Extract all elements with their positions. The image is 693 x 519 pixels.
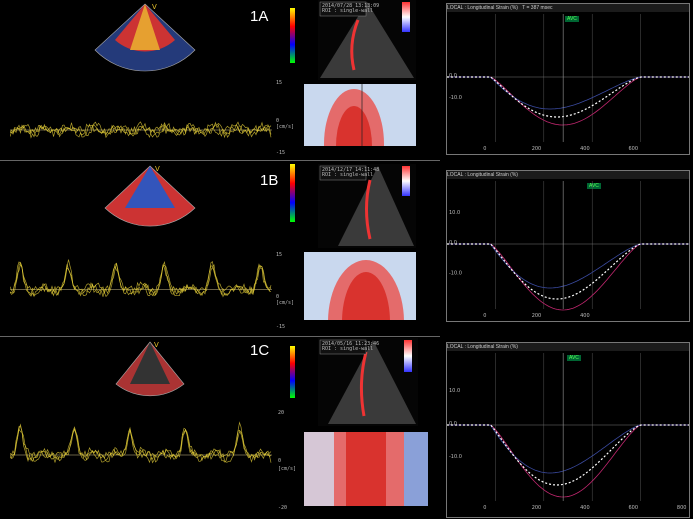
strain-x-tick: 400 bbox=[580, 505, 590, 511]
strain-curve bbox=[447, 77, 689, 117]
strain-graph-header: LOCAL : Longitudinal Strain (%) bbox=[447, 343, 689, 351]
strain-graph-header: LOCAL : Longitudinal Strain (%) T = 387 … bbox=[447, 4, 689, 12]
strain-graph: LOCAL : Longitudinal Strain (%) T = 387 … bbox=[446, 3, 690, 155]
tdi-unit: [cm/s] bbox=[276, 300, 294, 306]
panel-label-1c: 1C bbox=[250, 342, 269, 359]
strain-time: T = 387 msec bbox=[522, 5, 552, 11]
tdi-tick: -15 bbox=[276, 324, 285, 330]
panel-divider bbox=[0, 160, 440, 161]
strain-curve bbox=[447, 244, 689, 288]
echo-image: 2014/05/16 11:23:46 ROI : single-wall bbox=[318, 338, 418, 426]
echo-roi-label: ROI : single-wall bbox=[322, 8, 373, 14]
echo-image: 2014/07/28 13:13:09 ROI : single-wall bbox=[318, 0, 416, 80]
tdi-sector-image: V bbox=[85, 0, 205, 82]
svg-text:V: V bbox=[152, 3, 157, 11]
tdi-velocity-trace bbox=[10, 252, 272, 327]
strain-x-tick: 400 bbox=[580, 313, 590, 319]
tdi-waveform bbox=[10, 427, 271, 463]
strain-curve bbox=[447, 244, 689, 310]
strain-y-tick: 0.0 bbox=[449, 421, 457, 427]
tdi-velocity-trace bbox=[10, 410, 272, 500]
strain-curve bbox=[447, 77, 689, 125]
strain-y-tick: -10.0 bbox=[449, 454, 462, 460]
color-scale-bar bbox=[290, 346, 295, 398]
tdi-unit: [cm/s] bbox=[276, 124, 294, 130]
tdi-tick: 15 bbox=[276, 252, 282, 258]
echo-roi-label: ROI : single-wall bbox=[322, 346, 373, 352]
strain-title: LOCAL : Longitudinal Strain (%) bbox=[447, 344, 518, 350]
tdi-sector-image: V bbox=[95, 162, 205, 234]
panel-label-1b: 1B bbox=[260, 172, 278, 189]
strain-y-tick: -10.0 bbox=[449, 95, 462, 101]
panel-1a: V 1A 15 0 -15 [cm/s] 2014/07/28 13:13:09… bbox=[0, 0, 693, 170]
strain-y-tick: 10.0 bbox=[449, 388, 460, 394]
strain-x-tick: 0 bbox=[483, 505, 486, 511]
tdi-tick: -15 bbox=[276, 150, 285, 156]
strain-x-tick: 600 bbox=[629, 505, 639, 511]
color-scale-bar bbox=[290, 8, 295, 63]
strain-title: LOCAL : Longitudinal Strain (%) bbox=[447, 172, 518, 178]
strain-curve bbox=[447, 425, 689, 485]
strain-x-tick: 0 bbox=[483, 313, 486, 319]
panel-1c: V 1C 20 0 -20 [cm/s] 2014/05/16 11:23:46… bbox=[0, 338, 693, 519]
strain-y-tick: 10.0 bbox=[449, 210, 460, 216]
panel-label-1a: 1A bbox=[250, 8, 268, 25]
tdi-tick: 15 bbox=[276, 80, 282, 86]
strain-x-tick: 0 bbox=[483, 146, 486, 152]
strain-graph-header: LOCAL : Longitudinal Strain (%) bbox=[447, 171, 689, 179]
strain-curve bbox=[447, 425, 689, 473]
strain-x-tick: 200 bbox=[532, 313, 542, 319]
tdi-tick: -20 bbox=[278, 505, 287, 511]
strain-curve bbox=[447, 77, 689, 109]
tdi-tick: 0 bbox=[278, 458, 281, 464]
strain-curves: 10.0 0.0 -10.0 0 200 400 600 800 bbox=[447, 353, 689, 513]
strain-x-tick: 800 bbox=[677, 505, 687, 511]
svg-text:V: V bbox=[155, 165, 160, 173]
strain-x-tick: 400 bbox=[580, 146, 590, 152]
strain-x-tick: 600 bbox=[629, 146, 639, 152]
tdi-velocity-trace bbox=[10, 100, 272, 160]
strain-curves: 10.0 0.0 -10.0 0 200 400 bbox=[447, 181, 689, 321]
strain-y-tick: -10.0 bbox=[449, 270, 462, 276]
strain-curve bbox=[447, 244, 689, 299]
strain-graph: LOCAL : Longitudinal Strain (%) AVC 10.0… bbox=[446, 170, 690, 322]
tdi-unit: [cm/s] bbox=[278, 466, 296, 472]
strain-color-map bbox=[304, 252, 416, 320]
svg-text:V: V bbox=[154, 341, 159, 349]
strain-graph: LOCAL : Longitudinal Strain (%) AVC 10.0… bbox=[446, 342, 690, 518]
strain-color-map bbox=[304, 84, 416, 146]
tdi-waveform bbox=[10, 262, 271, 297]
strain-curves: 0.0 -10.0 0 200 400 600 bbox=[447, 14, 689, 154]
strain-y-tick: 0.0 bbox=[449, 73, 457, 79]
panel-divider bbox=[0, 336, 440, 337]
strain-curve bbox=[447, 425, 689, 497]
echo-roi-label: ROI : single-wall bbox=[322, 172, 373, 178]
strain-title: LOCAL : Longitudinal Strain (%) bbox=[447, 5, 518, 11]
strain-y-tick: 0.0 bbox=[449, 240, 457, 246]
echo-image: 2014/12/17 14:11:48 ROI : single-wall bbox=[318, 164, 416, 248]
tdi-sector-image: V bbox=[110, 338, 190, 408]
tdi-tick: 20 bbox=[278, 410, 284, 416]
strain-x-tick: 200 bbox=[532, 146, 542, 152]
strain-color-map bbox=[304, 432, 428, 506]
strain-x-tick: 200 bbox=[532, 505, 542, 511]
color-scale-bar bbox=[290, 164, 295, 222]
panel-1b: V 1B 15 0 -15 [cm/s] 2014/12/17 14:11:48… bbox=[0, 162, 693, 334]
